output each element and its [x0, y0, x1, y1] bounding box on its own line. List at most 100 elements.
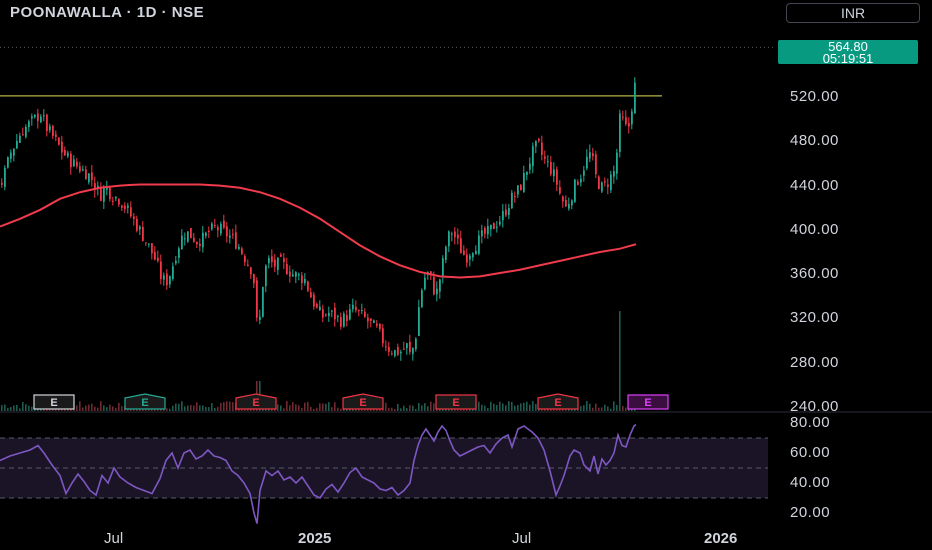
- candle-up: [25, 126, 27, 137]
- candle-up: [475, 250, 477, 255]
- currency-button[interactable]: INR: [786, 3, 920, 23]
- candle-up: [523, 173, 525, 192]
- volume-bar: [337, 407, 339, 411]
- volume-bar: [283, 408, 285, 411]
- candle-up: [589, 152, 591, 159]
- volume-bar: [499, 401, 501, 411]
- candle-down: [124, 205, 126, 209]
- earnings-marker[interactable]: E: [33, 394, 75, 410]
- volume-bar: [280, 405, 282, 411]
- volume-bar: [304, 402, 306, 411]
- earnings-marker[interactable]: E: [124, 393, 166, 410]
- candle-down: [538, 138, 540, 141]
- candle-up: [445, 247, 447, 260]
- candle-up: [88, 173, 90, 183]
- volume-bar: [85, 405, 87, 411]
- earnings-marker[interactable]: E: [342, 393, 384, 410]
- volume-bar: [430, 401, 432, 411]
- candle-down: [55, 134, 57, 137]
- volume-bar: [22, 401, 24, 411]
- volume-bar: [25, 404, 27, 411]
- earnings-marker[interactable]: E: [435, 394, 477, 410]
- volume-bar: [580, 406, 582, 411]
- candle-up: [187, 231, 189, 242]
- candle-up: [34, 114, 36, 118]
- price-axis-label: 280.00: [790, 353, 839, 371]
- candle-up: [97, 185, 99, 189]
- volume-bar: [391, 407, 393, 411]
- volume-bar: [604, 404, 606, 411]
- candle-up: [19, 135, 21, 143]
- candle-up: [499, 221, 501, 225]
- candle-down: [61, 141, 63, 153]
- candle-up: [103, 187, 105, 202]
- volume-bar: [535, 403, 537, 411]
- candle-down: [409, 341, 411, 353]
- rsi-axis-label: 60.00: [790, 444, 831, 461]
- volume-bar: [406, 408, 408, 411]
- last-price-tag: 564.80 05:19:51: [778, 40, 918, 65]
- volume-bar: [178, 403, 180, 411]
- volume-bar: [184, 406, 186, 411]
- candle-down: [160, 261, 162, 279]
- candle-down: [376, 323, 378, 326]
- candle-down: [466, 254, 468, 263]
- volume-bar: [412, 405, 414, 411]
- candle-up: [586, 156, 588, 169]
- candle-down: [190, 228, 192, 239]
- volume-bar: [40, 408, 42, 411]
- candle-down: [112, 200, 114, 202]
- earnings-marker[interactable]: E: [627, 394, 669, 410]
- volume-bar: [295, 404, 297, 411]
- rsi-line: [0, 423, 637, 524]
- candle-down: [565, 199, 567, 207]
- candle-up: [220, 223, 222, 234]
- candle-up: [583, 170, 585, 176]
- candle-down: [271, 256, 273, 263]
- candle-down: [289, 271, 291, 277]
- candle-down: [598, 176, 600, 189]
- candle-down: [622, 116, 624, 118]
- volume-bar: [517, 405, 519, 411]
- candle-up: [616, 152, 618, 174]
- candle-down: [430, 271, 432, 276]
- candle-up: [184, 238, 186, 240]
- volume-bar: [4, 404, 6, 411]
- volume-bar: [115, 407, 117, 411]
- volume-bar: [331, 407, 333, 411]
- candle-down: [307, 281, 309, 291]
- volume-bar: [232, 402, 234, 411]
- candle-up: [472, 253, 474, 258]
- volume-bar: [7, 408, 9, 411]
- candle-up: [229, 235, 231, 238]
- earnings-marker[interactable]: E: [537, 393, 579, 410]
- volume-bar: [205, 406, 207, 411]
- candle-down: [91, 172, 93, 180]
- candle-up: [205, 232, 207, 236]
- volume-bar: [598, 407, 600, 411]
- candle-up: [298, 274, 300, 276]
- volume-bar: [307, 401, 309, 411]
- candle-up: [181, 235, 183, 250]
- candle-down: [403, 348, 405, 350]
- volume-bar: [94, 406, 96, 411]
- candle-up: [49, 126, 51, 131]
- candle-down: [454, 231, 456, 238]
- candle-up: [535, 140, 537, 147]
- volume-bar: [220, 402, 222, 411]
- candle-down: [94, 183, 96, 190]
- volume-bar: [97, 407, 99, 411]
- volume-bar: [526, 401, 528, 411]
- volume-bar: [523, 402, 525, 411]
- volume-bar: [286, 401, 288, 411]
- earnings-marker[interactable]: E: [235, 393, 277, 410]
- volume-bar: [610, 408, 612, 411]
- volume-bar: [118, 402, 120, 411]
- time-axis-label: 2025: [298, 530, 332, 547]
- volume-bar: [445, 408, 447, 411]
- volume-bar: [427, 406, 429, 411]
- price-axis-label: 480.00: [790, 132, 839, 150]
- volume-bar: [79, 401, 81, 411]
- volume-bar: [433, 403, 435, 411]
